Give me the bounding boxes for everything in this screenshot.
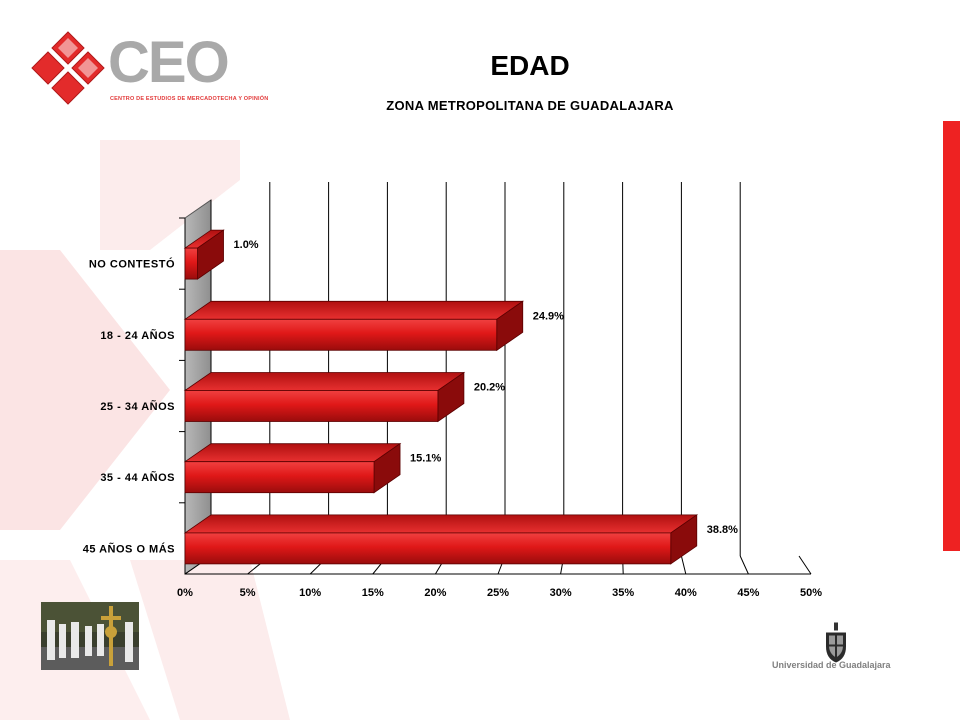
bar-top bbox=[183, 300, 525, 320]
ceo-logo-icon bbox=[31, 31, 105, 105]
logo-subtitle: CENTRO DE ESTUDIOS DE MERCADOTECHA Y OPI… bbox=[110, 96, 269, 102]
floor-gridline bbox=[798, 555, 812, 575]
bar bbox=[184, 390, 439, 422]
data-label: 20.2% bbox=[474, 382, 505, 394]
bar bbox=[184, 532, 672, 565]
x-tick-label: 40% bbox=[675, 587, 697, 599]
category-label: 18 - 24 AÑOS bbox=[100, 329, 175, 342]
x-tick-label: 10% bbox=[299, 587, 321, 599]
ceo-logo bbox=[28, 28, 258, 112]
floor-gridline bbox=[680, 555, 687, 575]
x-tick-label: 30% bbox=[550, 587, 572, 599]
category-label: 35 - 44 AÑOS bbox=[100, 471, 175, 484]
bar bbox=[184, 318, 498, 351]
floor-gridline bbox=[739, 555, 749, 575]
x-tick-label: 45% bbox=[737, 587, 759, 599]
x-tick-label: 25% bbox=[487, 587, 509, 599]
bar-top bbox=[183, 514, 699, 534]
page-subtitle: ZONA METROPOLITANA DE GUADALAJARA bbox=[386, 98, 674, 113]
university-name: Universidad de Guadalajara bbox=[772, 660, 891, 670]
x-tick-label: 50% bbox=[800, 587, 822, 599]
bar-top bbox=[183, 372, 466, 391]
bar bbox=[184, 247, 198, 280]
x-tick-label: 5% bbox=[240, 587, 256, 599]
procession-photo bbox=[41, 602, 139, 670]
x-tick-label: 35% bbox=[612, 587, 634, 599]
page-title: EDAD bbox=[490, 50, 570, 81]
bar bbox=[184, 461, 375, 494]
category-label: 25 - 34 AÑOS bbox=[100, 400, 175, 413]
logo-text: CEO bbox=[108, 30, 230, 95]
x-tick-label: 20% bbox=[424, 587, 446, 599]
category-label: NO CONTESTÓ bbox=[89, 258, 175, 271]
x-tick-label: 0% bbox=[177, 587, 193, 599]
udg-shield-icon bbox=[826, 622, 846, 663]
data-label: 1.0% bbox=[234, 239, 259, 251]
category-label: 45 AÑOS O MÁS bbox=[83, 542, 175, 555]
x-tick-label: 15% bbox=[362, 587, 384, 599]
data-label: 38.8% bbox=[707, 524, 738, 536]
bar-top bbox=[183, 443, 402, 463]
accent-strip bbox=[943, 121, 960, 551]
data-label: 24.9% bbox=[533, 310, 564, 322]
data-label: 15.1% bbox=[410, 453, 441, 465]
